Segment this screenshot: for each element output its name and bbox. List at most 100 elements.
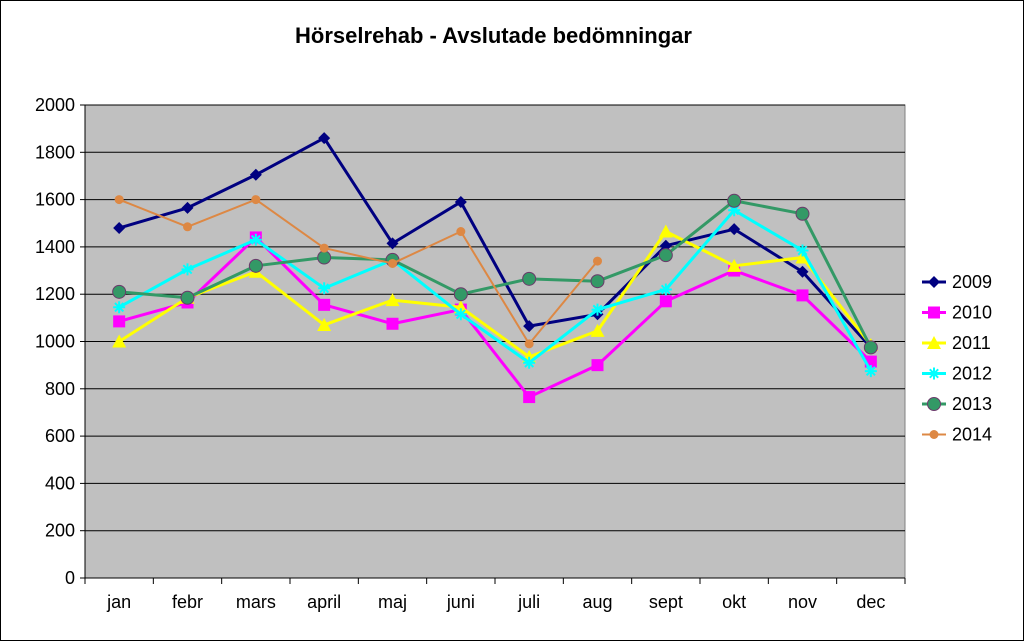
- legend: 2009 2010 2011 2012 2013 2014: [922, 272, 992, 445]
- legend-label: 2011: [952, 333, 991, 353]
- data-point-2012-sept: [659, 283, 672, 296]
- legend-entry-2012: 2012: [922, 364, 992, 384]
- data-point-2009-april: [318, 132, 331, 145]
- data-point-2014-febr: [183, 222, 192, 232]
- data-point-2013-mars: [248, 258, 263, 273]
- y-tick-label: 1200: [35, 284, 75, 304]
- data-point-2014-aug: [593, 256, 602, 266]
- y-tick-label: 1400: [35, 237, 75, 257]
- data-point-2013-sept: [658, 248, 673, 263]
- series-line-2014: [118, 198, 599, 345]
- legend-label: 2014: [952, 425, 992, 445]
- series-line-2012: [118, 208, 873, 372]
- data-point-2009-sept: [659, 239, 672, 252]
- data-point-2010-juli: [523, 391, 536, 404]
- legend-entry-2011: 2011: [922, 333, 991, 353]
- data-point-2009-maj: [386, 237, 399, 250]
- legend-entry-2013: 2013: [922, 394, 992, 414]
- y-tick-label: 800: [45, 379, 75, 399]
- data-point-2010-april: [318, 298, 331, 311]
- data-point-2012-jan: [113, 301, 126, 314]
- y-tick-label: 1600: [35, 190, 75, 210]
- legend-swatch-marker: [929, 430, 939, 439]
- data-point-2010-aug: [591, 359, 604, 372]
- legend-label: 2009: [952, 272, 992, 292]
- data-point-2013-juni: [453, 287, 468, 302]
- x-tick-label: sept: [649, 592, 683, 612]
- data-point-2009-juni: [454, 195, 467, 208]
- data-point-2011-nov: [795, 250, 810, 264]
- data-point-2013-april: [317, 250, 332, 265]
- data-point-2013-febr: [180, 290, 195, 305]
- data-point-2010-maj: [386, 317, 399, 330]
- chart-title: Hörselrehab - Avslutade bedömningar: [295, 23, 692, 48]
- data-point-2012-april: [318, 282, 331, 295]
- x-axis: jan febr mars april maj juni juli aug sept okt nov…: [84, 577, 906, 612]
- data-point-2013-aug: [590, 274, 605, 289]
- legend-entry-2010: 2010: [922, 303, 992, 323]
- data-point-2013-juli: [522, 271, 537, 286]
- legend-swatch-marker: [928, 276, 940, 288]
- x-tick-label: aug: [582, 592, 612, 612]
- x-tick-label: dec: [856, 592, 885, 612]
- y-tick-label: 1000: [35, 332, 75, 352]
- data-point-2009-okt: [728, 223, 741, 236]
- legend-swatch-marker: [927, 397, 941, 411]
- series-group: [112, 132, 878, 404]
- y-tick-label: 2000: [35, 95, 75, 115]
- data-point-2013-dec: [863, 340, 878, 355]
- legend-entry-2009: 2009: [922, 272, 992, 292]
- legend-swatch-marker: [927, 336, 941, 349]
- data-point-2012-febr: [181, 263, 194, 276]
- x-tick-label: maj: [378, 592, 407, 612]
- data-point-2012-mars: [249, 233, 262, 246]
- data-point-2013-nov: [795, 206, 810, 221]
- series-2014: [114, 195, 602, 349]
- legend-swatch-marker: [928, 306, 940, 319]
- data-point-2011-jan: [112, 334, 127, 348]
- legend-swatch-marker: [928, 367, 940, 380]
- x-tick-label: okt: [722, 592, 746, 612]
- x-tick-label: mars: [236, 592, 276, 612]
- legend-entry-2014: 2014: [922, 425, 992, 445]
- series-line-2010: [118, 235, 872, 399]
- data-point-2009-jan: [113, 221, 126, 234]
- x-tick-label: jan: [106, 592, 131, 612]
- data-point-2014-jan: [114, 195, 124, 205]
- x-tick-label: juli: [517, 592, 540, 612]
- series-2012: [113, 204, 877, 378]
- data-point-2009-juli: [523, 320, 536, 333]
- legend-label: 2013: [952, 394, 992, 414]
- data-point-2014-maj: [388, 258, 397, 268]
- x-tick-label: juni: [446, 592, 475, 612]
- x-tick-label: april: [307, 592, 341, 612]
- data-point-2013-okt: [727, 193, 742, 208]
- data-point-2011-okt: [727, 258, 742, 272]
- data-point-2011-maj: [385, 293, 400, 307]
- y-tick-label: 0: [65, 568, 75, 588]
- data-point-2013-jan: [112, 284, 127, 299]
- data-point-2010-sept: [659, 295, 672, 308]
- data-point-2014-juli: [524, 339, 534, 349]
- data-point-2009-febr: [181, 201, 194, 214]
- data-point-2011-aug: [590, 323, 605, 337]
- data-point-2010-nov: [796, 289, 809, 302]
- y-tick-label: 200: [45, 521, 75, 541]
- data-point-2011-april: [317, 317, 332, 331]
- data-point-2014-mars: [251, 195, 261, 205]
- legend-label: 2010: [952, 303, 992, 323]
- data-point-2011-sept: [658, 224, 673, 238]
- data-point-2012-juli: [523, 356, 536, 369]
- series-line-2009: [118, 136, 872, 349]
- gridlines: [85, 104, 905, 532]
- data-point-2009-nov: [796, 265, 809, 278]
- y-axis: 0 200 400 600 800 1000 1200 1400 1600 1800 2000: [35, 95, 86, 588]
- data-point-2012-juni: [454, 308, 467, 321]
- series-line-2011: [118, 230, 873, 359]
- x-tick-label: nov: [788, 592, 817, 612]
- data-point-2012-aug: [591, 303, 604, 316]
- data-point-2012-nov: [796, 244, 809, 257]
- data-point-2012-dec: [864, 365, 877, 378]
- y-tick-label: 400: [45, 473, 75, 493]
